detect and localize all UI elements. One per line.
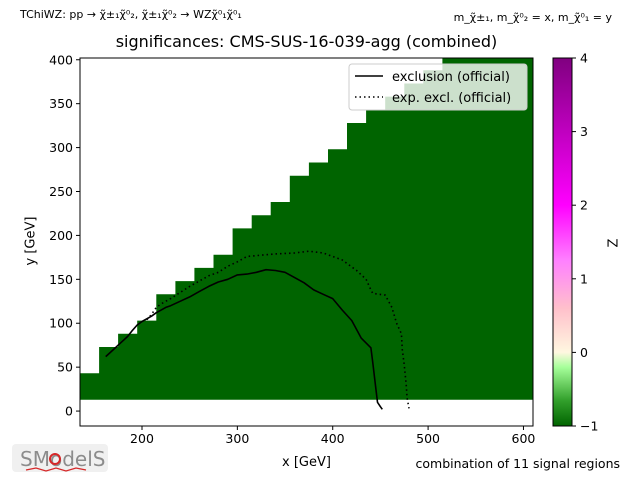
x-tick-label: 600	[512, 431, 536, 446]
y-tick-label: 0	[65, 404, 73, 419]
y-tick-label: 50	[57, 360, 73, 375]
z-tick-label: 3	[580, 124, 588, 139]
y-axis: 0 50 100 150 200 250 300 350 400	[49, 52, 80, 419]
y-tick-label: 150	[49, 272, 73, 287]
signal-region-note: combination of 11 signal regions	[415, 456, 621, 471]
z-tick-label: −1	[580, 419, 598, 434]
z-tick-label: 1	[580, 271, 588, 286]
y-axis-label: y [GeV]	[23, 216, 39, 266]
x-axis-label: x [GeV]	[282, 455, 331, 470]
logo-text: SModelS	[20, 447, 105, 471]
colorbar-axis: −1 0 1 2 3 4	[572, 51, 598, 434]
significance-region	[80, 58, 533, 400]
x-tick-label: 500	[416, 431, 440, 446]
legend: exclusion (official) exp. excl. (officia…	[348, 63, 528, 111]
z-tick-label: 0	[580, 345, 588, 360]
expected-exclusion-line	[146, 250, 410, 409]
analysis-description: TChiWZ: pp → χ̃±₁χ̃⁰₂, χ̃±₁χ̃⁰₂ → WZχ̃⁰₁…	[20, 8, 242, 21]
legend-box	[348, 63, 528, 111]
y-tick-label: 100	[49, 316, 73, 331]
smodels-logo: SModelS	[12, 444, 108, 472]
y-tick-label: 250	[49, 184, 73, 199]
y-tick-label: 300	[49, 140, 73, 155]
y-tick-label: 350	[49, 96, 73, 111]
y-tick-label: 200	[49, 228, 73, 243]
mass-assignment: m_χ̃±₁, m_χ̃⁰₂ = x, m_χ̃⁰₁ = y	[453, 11, 612, 24]
legend-label-expected: exp. excl. (official)	[392, 91, 511, 106]
exclusion-official-line	[105, 268, 383, 410]
logo-squiggle-icon	[25, 467, 87, 472]
legend-label-exclusion: exclusion (official)	[392, 70, 510, 85]
z-tick-label: 2	[580, 198, 588, 213]
colorbar	[552, 57, 573, 427]
plot-frame	[79, 57, 534, 427]
x-tick-label: 400	[321, 431, 345, 446]
y-tick-label: 400	[49, 52, 73, 67]
x-tick-label: 200	[130, 431, 154, 446]
colorbar-label: Z	[606, 238, 622, 248]
logo-mark-icon	[49, 453, 61, 465]
chart-title: significances: CMS-SUS-16-039-agg (combi…	[115, 32, 498, 51]
x-tick-label: 300	[225, 431, 249, 446]
x-axis: 200 300 400 500 600	[130, 426, 535, 446]
z-tick-label: 4	[580, 51, 588, 66]
